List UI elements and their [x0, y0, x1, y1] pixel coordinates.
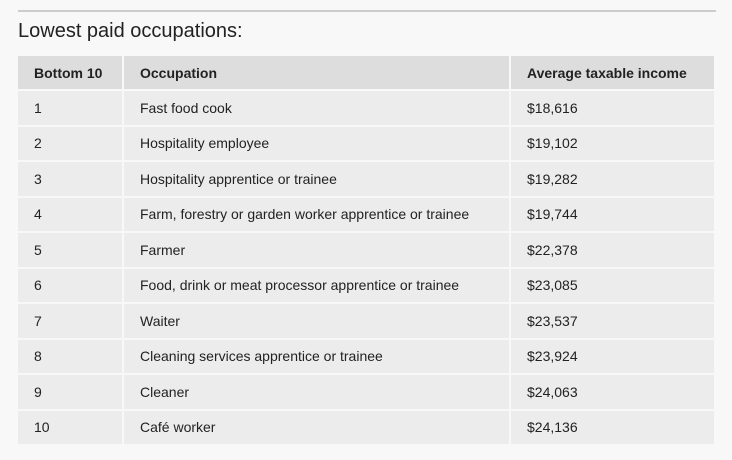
table-cell: Food, drink or meat processor apprentice… [124, 268, 509, 302]
table-cell: 4 [18, 197, 122, 231]
table-cell: 2 [18, 126, 122, 160]
table-row: 5 Farmer $22,378 [18, 233, 714, 267]
table-cell: Cleaning services apprentice or trainee [124, 339, 509, 373]
table-cell: 8 [18, 339, 122, 373]
table-cell: Café worker [124, 410, 509, 444]
table-body: 1 Fast food cook $18,616 2 Hospitality emplo… [18, 91, 714, 444]
table-cell: $22,378 [511, 233, 714, 267]
table-cell: $19,102 [511, 126, 714, 160]
table-row: 10 Café worker $24,136 [18, 410, 714, 444]
header-cell: Average taxable income [511, 56, 714, 89]
header-cell: Bottom 10 [18, 56, 122, 89]
table-row: 3 Hospitality apprentice or trainee $19,28… [18, 162, 714, 196]
table-row: 9 Cleaner $24,063 [18, 375, 714, 409]
table-cell: 1 [18, 91, 122, 125]
table-cell: 9 [18, 375, 122, 409]
table-cell: $23,924 [511, 339, 714, 373]
header-row: Bottom 10 Occupation Average taxable incom… [18, 56, 714, 89]
table-row: 6 Food, drink or meat processor apprentic… [18, 268, 714, 302]
table-cell: $23,085 [511, 268, 714, 302]
table-cell: $18,616 [511, 91, 714, 125]
table-row: 1 Fast food cook $18,616 [18, 91, 714, 125]
table-row: 7 Waiter $23,537 [18, 304, 714, 338]
table-cell: $23,537 [511, 304, 714, 338]
table-cell: 10 [18, 410, 122, 444]
table: Bottom 10 Occupation Average taxable incom… [16, 54, 716, 446]
table-cell: 6 [18, 268, 122, 302]
table-cell: Farm, forestry or garden worker apprenti… [124, 197, 509, 231]
header-cell: Occupation [124, 56, 509, 89]
table-cell: Cleaner [124, 375, 509, 409]
table-cell: $19,282 [511, 162, 714, 196]
table-cell: 5 [18, 233, 122, 267]
table-cell: $19,744 [511, 197, 714, 231]
table-row: 8 Cleaning services apprentice or trainee… [18, 339, 714, 373]
table-cell: Waiter [124, 304, 509, 338]
title: Lowest paid occupations: [18, 20, 243, 42]
table-cell: 7 [18, 304, 122, 338]
table-cell: Hospitality apprentice or trainee [124, 162, 509, 196]
table-cell: Fast food cook [124, 91, 509, 125]
divider [18, 10, 716, 12]
table-cell: $24,063 [511, 375, 714, 409]
table-row: 4 Farm, forestry or garden worker apprent… [18, 197, 714, 231]
table-cell: 3 [18, 162, 122, 196]
table-row: 2 Hospitality employee $19,102 [18, 126, 714, 160]
table-cell: $24,136 [511, 410, 714, 444]
table-cell: Farmer [124, 233, 509, 267]
table-cell: Hospitality employee [124, 126, 509, 160]
